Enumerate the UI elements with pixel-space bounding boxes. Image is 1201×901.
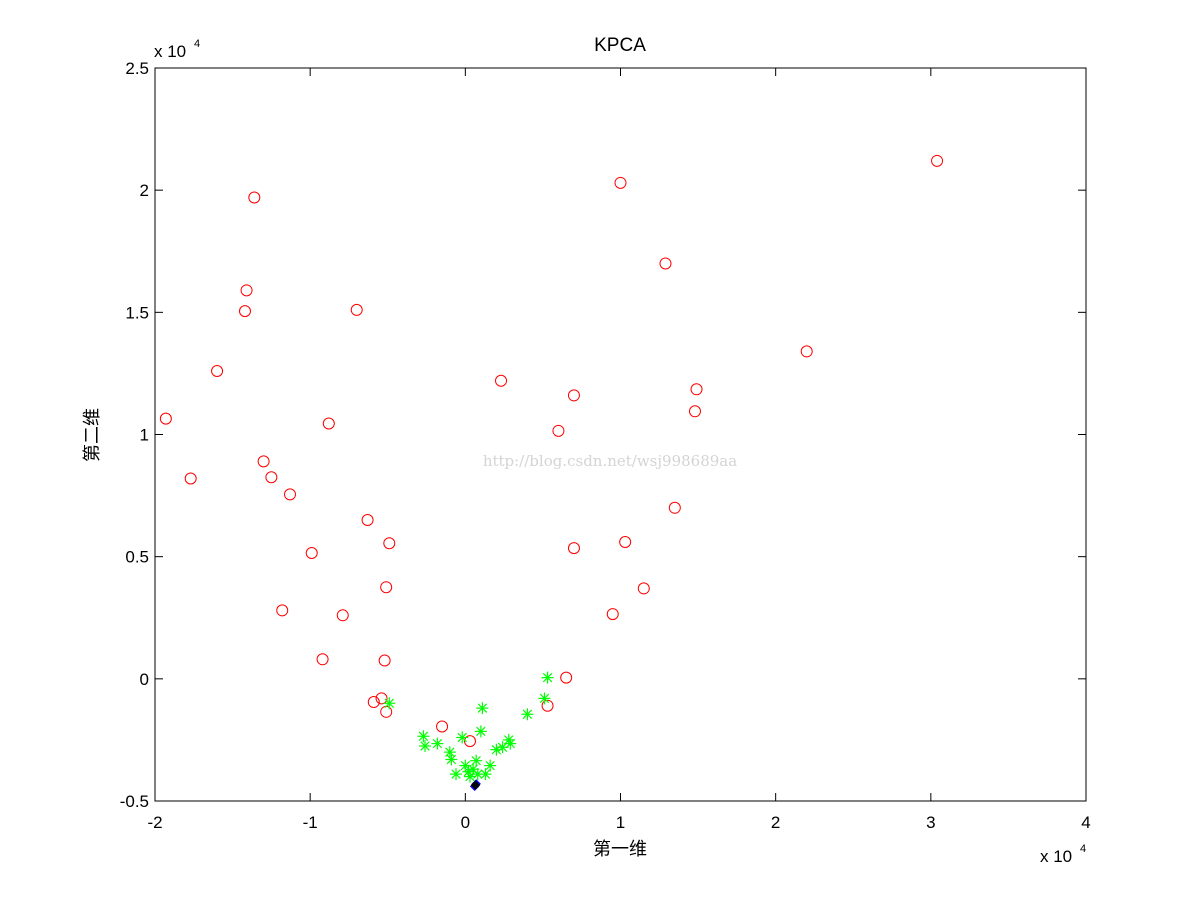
circle-point — [619, 536, 632, 549]
asterisk-point — [504, 737, 517, 750]
circle-point — [552, 424, 565, 437]
circle-point — [383, 537, 396, 550]
asterisk-point — [541, 671, 554, 684]
asterisk-point — [431, 737, 444, 750]
circle-point — [350, 303, 363, 316]
x-tick-label: 1 — [616, 813, 625, 832]
y-tick-label: 1 — [140, 426, 149, 445]
asterisk-point — [484, 759, 497, 772]
y-tick-label: -0.5 — [120, 792, 149, 811]
axes-box — [154, 67, 1087, 802]
circle-point — [688, 405, 701, 418]
asterisk-point — [538, 692, 551, 705]
circle-point — [211, 364, 224, 377]
x-exponent-base: x 10 — [1040, 847, 1072, 866]
circle-point — [316, 653, 329, 666]
chart-title: KPCA — [594, 35, 646, 56]
circle-point — [336, 609, 349, 622]
circle-point — [495, 374, 508, 387]
y-exponent-label: x 10 4 — [154, 38, 200, 61]
circle-point — [265, 471, 278, 484]
circle-point — [567, 542, 580, 555]
y-tick-label: 1.5 — [125, 303, 149, 322]
axis-ticks — [154, 67, 1087, 802]
circle-point — [283, 488, 296, 501]
circle-point — [567, 389, 580, 402]
asterisk-point — [456, 731, 469, 744]
x-tick-label: 0 — [461, 813, 470, 832]
circle-point — [367, 696, 380, 709]
asterisk-point — [474, 725, 487, 738]
circle-point — [184, 472, 197, 485]
circle-point — [436, 720, 449, 733]
circle-point — [463, 735, 476, 748]
circle-point — [690, 383, 703, 396]
series-asterisk — [383, 671, 554, 783]
circle-point — [361, 514, 374, 527]
y-tick-label: 2.5 — [125, 59, 149, 78]
circle-point — [305, 547, 318, 560]
axis-tick-labels: -2 -1 0 1 2 3 4 -0.5 0 0.5 1 1.5 2 2.5 — [120, 59, 1091, 832]
asterisk-point — [476, 702, 489, 715]
circle-point — [659, 257, 672, 270]
circle-point — [159, 412, 172, 425]
diamond-point — [470, 780, 481, 790]
circle-point — [541, 699, 554, 712]
circle-point — [560, 671, 573, 684]
asterisk-point — [470, 754, 483, 767]
data-points — [159, 154, 944, 792]
circle-point — [380, 581, 393, 594]
circle-point — [322, 417, 335, 430]
circle-point — [668, 501, 681, 514]
y-tick-label: 0.5 — [125, 548, 149, 567]
x-tick-label: 3 — [926, 813, 935, 832]
y-exponent-base: x 10 — [154, 42, 186, 61]
x-tick-label: 4 — [1081, 813, 1090, 832]
circle-point — [240, 284, 253, 297]
x-exponent-power: 4 — [1080, 843, 1086, 855]
asterisk-point — [383, 697, 396, 710]
circle-point — [257, 455, 270, 468]
asterisk-point — [479, 768, 492, 781]
asterisk-point — [521, 708, 534, 721]
y-tick-label: 0 — [140, 670, 149, 689]
x-axis-label: 第一维 — [593, 839, 647, 860]
asterisk-point — [443, 746, 456, 759]
circle-point — [606, 608, 619, 621]
circle-point — [378, 654, 391, 667]
y-exponent-power: 4 — [194, 38, 200, 50]
circle-point — [614, 176, 627, 189]
asterisk-point — [417, 730, 430, 743]
y-axis-label: 第二维 — [82, 408, 103, 462]
circle-point — [637, 582, 650, 595]
watermark-text: http://blog.csdn.net/wsj998689aa — [483, 452, 737, 470]
asterisk-point — [445, 753, 458, 766]
circle-point — [248, 191, 261, 204]
x-tick-label: -2 — [147, 813, 162, 832]
series-circle — [159, 154, 944, 748]
x-tick-label: -1 — [303, 813, 318, 832]
asterisk-point — [418, 740, 431, 753]
x-exponent-label: x 10 4 — [1040, 843, 1086, 866]
circle-point — [931, 154, 944, 167]
circle-point — [800, 345, 813, 358]
circle-point — [276, 604, 289, 617]
x-tick-label: 2 — [771, 813, 780, 832]
y-tick-label: 2 — [140, 181, 149, 200]
asterisk-point — [450, 768, 463, 781]
series-diamond — [470, 780, 481, 790]
asterisk-point — [471, 768, 484, 781]
circle-point — [375, 692, 388, 705]
circle-point — [238, 305, 251, 318]
